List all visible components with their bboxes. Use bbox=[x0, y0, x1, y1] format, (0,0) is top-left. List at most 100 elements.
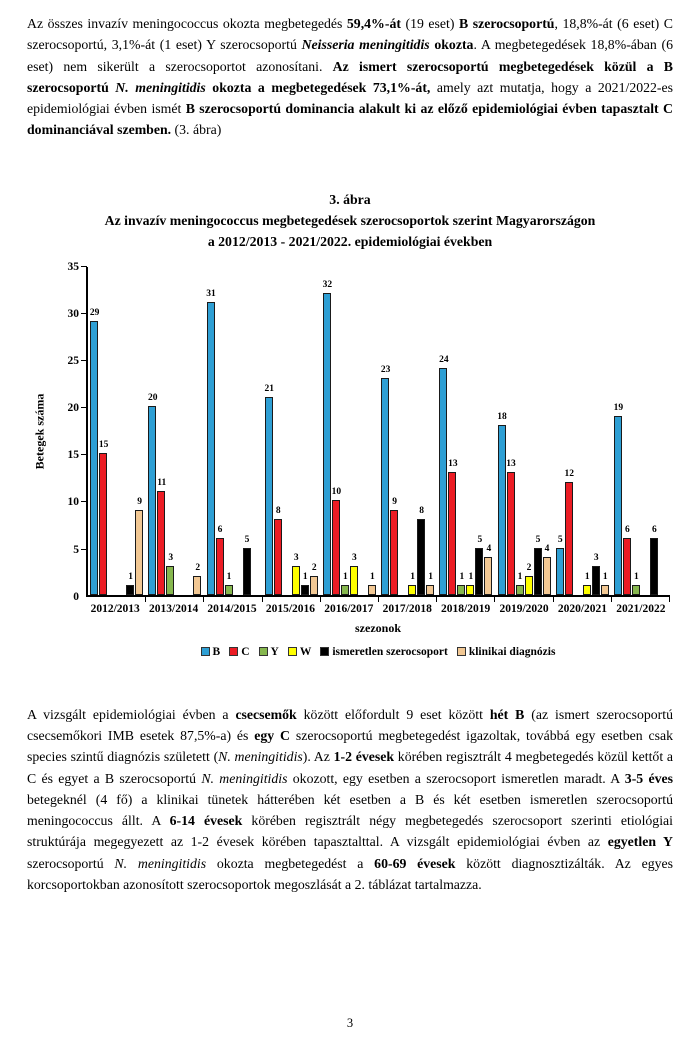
bar-value-label: 5 bbox=[477, 534, 483, 545]
text-segment: Az ismert szerocsoportú megbetegedések k… bbox=[27, 58, 673, 95]
bar-Y bbox=[340, 585, 349, 595]
bar-slot: 21 bbox=[264, 267, 274, 595]
bar-slot bbox=[117, 267, 126, 595]
bar-value-label: 9 bbox=[392, 496, 397, 507]
bar-slot: 6 bbox=[622, 267, 632, 595]
bar-slot: 32 bbox=[323, 267, 332, 595]
bar-slot: 6 bbox=[649, 267, 659, 595]
bar-slot: 3 bbox=[291, 267, 301, 595]
text-segment: betegeknél (4 fő) a klinikai tünetek hát… bbox=[27, 791, 673, 829]
text-segment: csecsemők bbox=[235, 706, 297, 722]
bar-klinikai bbox=[484, 556, 493, 595]
bar-slot: 5 bbox=[242, 267, 252, 595]
bar-C bbox=[157, 490, 166, 595]
bar-group-2015-2016: 21 8 3 1 2 bbox=[263, 267, 321, 595]
y-tick-label: 15 bbox=[67, 449, 80, 462]
x-axis-title: szezonok bbox=[355, 620, 401, 635]
bar-group-2020-2021: 5 12 1 3 1 bbox=[554, 267, 612, 595]
text-segment: okozta megbetegedést a bbox=[206, 855, 375, 871]
bar-value-label: 1 bbox=[128, 572, 133, 583]
y-axis: 0 5 10 15 20 25 30 35 bbox=[50, 261, 86, 603]
x-tick-label: 2013/2014 bbox=[149, 602, 199, 615]
y-tick-mark bbox=[81, 501, 87, 503]
bar-value-label: 1 bbox=[343, 572, 348, 583]
bar-Y bbox=[224, 585, 233, 595]
bar-slot: 1 bbox=[340, 267, 350, 595]
bar-slot: 5 bbox=[533, 267, 543, 595]
bar-value-label: 29 bbox=[89, 308, 100, 319]
bar-group-2019-2020: 18 13 1 2 5 4 bbox=[495, 267, 553, 595]
bar-group-2013-2014: 20 11 3 2 bbox=[146, 267, 204, 595]
bar-group-2018-2019: 24 13 1 1 5 4 bbox=[437, 267, 495, 595]
bar-slot bbox=[175, 267, 184, 595]
bar-slot bbox=[283, 267, 292, 595]
bar-B bbox=[148, 406, 157, 595]
bar-slot: 1 bbox=[300, 267, 310, 595]
bar-value-label: 13 bbox=[448, 459, 458, 470]
x-tick-mark bbox=[378, 595, 379, 602]
legend-label: klinikai diagnózis bbox=[468, 645, 556, 658]
legend-item: W bbox=[287, 646, 311, 658]
bar-Y bbox=[166, 566, 175, 595]
text-segment: N. meningitidis bbox=[201, 770, 288, 786]
bar-slot: 29 bbox=[90, 267, 99, 595]
bar-slot: 5 bbox=[555, 267, 565, 595]
bar-value-label: 1 bbox=[370, 572, 375, 583]
bar-slot: 20 bbox=[148, 267, 158, 595]
y-tick-label: 30 bbox=[67, 307, 80, 320]
bar-slot: 1 bbox=[367, 267, 377, 595]
bar-slot: 1 bbox=[600, 267, 610, 595]
bar-value-label: 3 bbox=[593, 553, 599, 564]
bar-value-label: 8 bbox=[419, 506, 424, 517]
bar-slot: 2 bbox=[309, 267, 319, 595]
text-segment: Az összes invazív meningococcus okozta m… bbox=[27, 16, 347, 31]
bar-value-label: 1 bbox=[468, 572, 474, 583]
bar-B bbox=[264, 396, 273, 595]
bar-klinikai bbox=[542, 556, 551, 595]
legend-swatch bbox=[456, 647, 466, 657]
text-segment: (19 eset) bbox=[400, 16, 459, 31]
text-segment: 1-2 évesek bbox=[333, 749, 395, 765]
text-segment: 60-69 évesek bbox=[374, 855, 456, 871]
bar-value-label: 19 bbox=[613, 402, 624, 413]
bar-C bbox=[448, 472, 457, 595]
legend-label: B bbox=[212, 645, 221, 658]
bar-Y bbox=[515, 585, 524, 595]
x-tick-label: 2018/2019 bbox=[441, 602, 491, 615]
text-segment: A vizsgált epidemiológiai évben a bbox=[27, 706, 236, 722]
bar-C bbox=[273, 519, 282, 595]
bar-slot: 6 bbox=[215, 267, 225, 595]
bar-slot bbox=[399, 267, 408, 595]
bar-slot: 19 bbox=[614, 267, 623, 595]
bar-slot: 24 bbox=[439, 267, 449, 595]
x-tick-mark bbox=[261, 595, 263, 602]
bar-slot: 1 bbox=[631, 267, 641, 595]
text-segment: 59,4%-át bbox=[346, 16, 401, 31]
bar-Y bbox=[631, 585, 640, 595]
x-tick-label: 2014/2015 bbox=[207, 602, 257, 615]
bar-value-label: 2 bbox=[526, 562, 532, 573]
legend-item: B bbox=[200, 645, 221, 658]
bar-slot bbox=[234, 267, 243, 595]
y-tick-label: 0 bbox=[73, 590, 79, 603]
x-axis-labels: 2012/2013 2013/2014 2014/2015 2015/2016 2016… bbox=[86, 603, 670, 615]
bar-slot: 8 bbox=[417, 267, 426, 595]
bar-value-label: 20 bbox=[148, 393, 158, 404]
text-segment: N. meningitidis bbox=[218, 749, 303, 765]
bar-ismeretlen bbox=[242, 547, 251, 595]
text-segment: okozott, egy esetben a szerocsoport isme… bbox=[287, 770, 625, 786]
text-segment: okozta a megbetegedések 73,1%-át, bbox=[205, 79, 431, 95]
bar-value-label: 4 bbox=[544, 543, 550, 554]
bar-slot: 9 bbox=[390, 267, 399, 595]
bar-value-label: 2 bbox=[311, 562, 317, 573]
bar-slot: 9 bbox=[135, 267, 144, 595]
bar-W bbox=[524, 575, 533, 595]
bar-klinikai bbox=[135, 509, 144, 595]
bar-group-2014-2015: 31 6 1 5 bbox=[204, 267, 262, 595]
bar-slot: 4 bbox=[542, 267, 552, 595]
text-segment: (az ismert szerocsoportú csecsemőkori IM… bbox=[27, 706, 673, 743]
bar-C bbox=[215, 538, 224, 595]
bar-B bbox=[206, 302, 215, 595]
bar-slot bbox=[359, 267, 368, 595]
